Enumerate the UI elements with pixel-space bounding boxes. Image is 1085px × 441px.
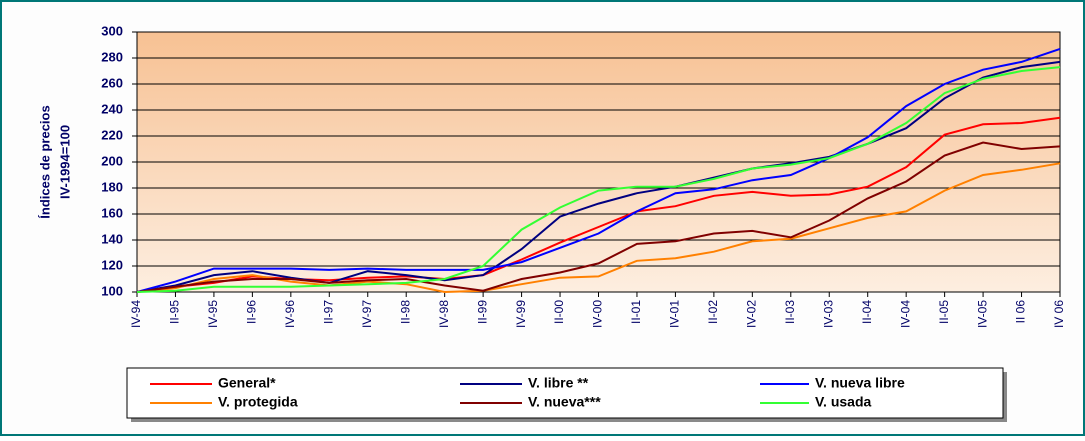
x-tick-label: IV-04 <box>898 300 912 328</box>
x-tick-label: II-96 <box>245 300 259 324</box>
x-tick-label: IV-03 <box>821 300 835 328</box>
x-tick-label: IV-01 <box>668 300 682 328</box>
y-tick-label: 240 <box>101 101 123 116</box>
x-tick-label: II 06 <box>1014 300 1028 324</box>
x-tick-label: IV-94 <box>129 300 143 328</box>
y-tick-label: 300 <box>101 23 123 38</box>
x-tick-label: II-01 <box>629 300 643 324</box>
x-tick-label: II-05 <box>937 300 951 324</box>
x-tick-label: IV-99 <box>514 300 528 328</box>
y-tick-label: 160 <box>101 205 123 220</box>
series-line <box>136 162 1061 294</box>
y-axis-subtitle: IV-1994=100 <box>57 125 72 199</box>
legend <box>126 367 1004 419</box>
x-tick-label: IV-95 <box>206 300 220 328</box>
legend-label: V. nueva*** <box>528 394 601 410</box>
legend-label: V. libre ** <box>528 375 589 391</box>
y-tick-label: 140 <box>101 231 123 246</box>
y-tick-label: 180 <box>101 179 123 194</box>
series-line <box>136 60 1061 293</box>
x-tick-label: IV-02 <box>745 300 759 328</box>
series-line <box>136 47 1061 293</box>
x-tick-label: II-03 <box>783 300 797 324</box>
y-axis-title: Índices de precios <box>37 105 52 218</box>
x-tick-label: IV-05 <box>975 300 989 328</box>
y-tick-label: 100 <box>101 283 123 298</box>
series-line <box>136 141 1061 293</box>
legend-label: V. nueva libre <box>815 375 905 391</box>
x-tick-label: IV-00 <box>591 300 605 328</box>
legend-label: V. usada <box>815 394 872 410</box>
series-line <box>136 66 1061 293</box>
y-tick-label: 280 <box>101 49 123 64</box>
legend-label: V. protegida <box>218 394 298 410</box>
x-tick-label: II-98 <box>398 300 412 324</box>
x-tick-label: II-95 <box>168 300 182 324</box>
y-tick-label: 120 <box>101 257 123 272</box>
y-tick-label: 220 <box>101 127 123 142</box>
x-tick-label: IV-96 <box>283 300 297 328</box>
legend-label: General* <box>218 375 276 391</box>
x-tick-label: II-99 <box>475 300 489 324</box>
x-tick-label: II-97 <box>321 300 335 324</box>
y-tick-label: 200 <box>101 153 123 168</box>
x-tick-label: IV-97 <box>360 300 374 328</box>
x-tick-label: II-02 <box>706 300 720 324</box>
y-tick-label: 260 <box>101 75 123 90</box>
x-tick-label: II-00 <box>552 300 566 324</box>
x-tick-label: II-04 <box>860 300 874 324</box>
x-tick-label: IV 06 <box>1052 300 1066 328</box>
x-tick-label: IV-98 <box>437 300 451 328</box>
